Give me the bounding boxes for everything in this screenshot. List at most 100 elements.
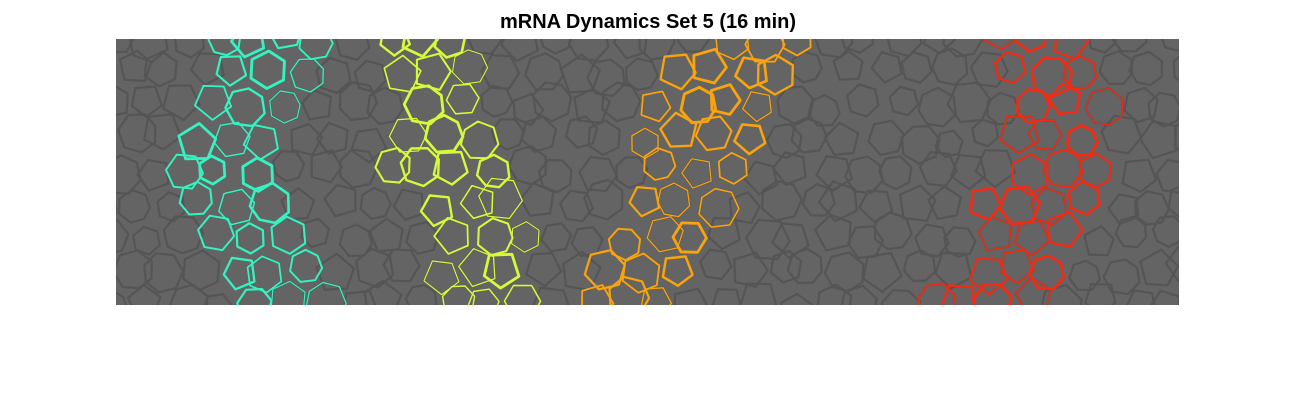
cell-membrane: [861, 251, 903, 294]
cell-membrane: [343, 289, 377, 305]
stripe-4-cell-outline: [999, 116, 1040, 154]
cell-membrane: [986, 91, 1021, 126]
cell-membrane: [143, 50, 178, 88]
stripe-1-cell-outline: [270, 280, 306, 305]
stripe-2-cell-outline: [432, 150, 469, 186]
stripe-4-cell-outline: [1046, 210, 1084, 248]
cell-membrane: [174, 39, 206, 59]
cell-membrane: [918, 150, 958, 187]
cell-membrane: [1088, 39, 1117, 54]
cell-membrane: [392, 188, 425, 221]
cell-membrane: [300, 88, 332, 121]
tissue-image: [116, 39, 1179, 305]
stripe-2-cell-outline: [459, 184, 494, 220]
stripe-4-cell-outline: [1084, 87, 1124, 126]
cell-membrane: [816, 283, 853, 305]
cell-membrane: [182, 249, 221, 292]
cell-membrane: [1147, 91, 1179, 128]
cell-membrane: [776, 85, 815, 125]
stripe-1: [165, 39, 347, 305]
stripe-1-cell-outline: [270, 215, 307, 255]
stripe-1-cell-outline: [218, 188, 256, 226]
stripe-3-cell-outline: [734, 56, 768, 90]
cell-membrane: [126, 283, 162, 305]
stripe-1-cell-outline: [242, 123, 279, 161]
cell-membrane: [1083, 224, 1115, 257]
cell-membrane: [350, 127, 388, 164]
cell-membrane: [583, 178, 624, 221]
cell-membrane: [807, 93, 841, 127]
stripe-3-cell-outline: [643, 146, 677, 181]
stripe-1-cell-outline: [215, 55, 248, 87]
cell-membrane: [823, 121, 860, 156]
cell-membrane: [1114, 215, 1148, 249]
cell-membrane: [570, 226, 604, 258]
stripe-2-cell-outline: [399, 146, 440, 188]
cell-membrane: [368, 217, 404, 253]
cell-membrane: [880, 288, 922, 305]
stripe-4-cell-outline: [1016, 88, 1052, 124]
cell-membrane: [1155, 158, 1179, 195]
cell-membrane: [480, 84, 514, 118]
cell-membrane: [1040, 283, 1084, 305]
cell-membrane: [760, 179, 803, 222]
cell-membrane: [271, 149, 306, 183]
cell-membrane: [943, 226, 977, 258]
cell-membrane: [813, 213, 852, 252]
stripe-2-cell-outline: [467, 288, 500, 305]
cell-membrane: [878, 155, 913, 191]
cell-membrane: [786, 247, 823, 285]
stripe-4-cell-outline: [1030, 56, 1074, 99]
cell-membrane: [780, 292, 814, 305]
stripe-3-cell-outline: [659, 111, 698, 148]
cell-membrane: [564, 115, 599, 149]
cell-membrane: [480, 54, 521, 90]
stripe-4-cell-outline: [1047, 82, 1082, 116]
stripe-1-cell-outline: [224, 87, 266, 128]
cell-membrane: [1121, 158, 1158, 194]
stripe-4-cell-outline: [1031, 187, 1068, 226]
stripe-2-cell-outline: [445, 83, 480, 115]
tissue-image-svg: [116, 39, 1179, 305]
cell-membrane: [353, 59, 388, 94]
cell-membrane: [1139, 248, 1179, 287]
stripe-1-cell-outline: [236, 287, 273, 305]
cell-membrane: [913, 223, 950, 258]
cell-membrane: [315, 121, 349, 155]
cell-membrane: [711, 287, 742, 305]
stripe-3-cell-outline: [717, 151, 748, 185]
stripe-1-cell-outline: [298, 39, 334, 61]
cell-membrane: [791, 50, 823, 84]
cell-membrane: [136, 158, 170, 193]
cell-membrane: [116, 291, 127, 305]
cell-membrane: [1126, 289, 1156, 305]
cell-membrane: [1107, 193, 1140, 226]
cell-membrane: [116, 39, 135, 54]
stripe-3-cell-outline: [733, 123, 767, 156]
stripe-3-cell-outline: [657, 182, 691, 218]
cell-membrane: [900, 50, 933, 84]
stripe-1-cell-outline: [249, 49, 286, 90]
stripe-4-cell-outline: [977, 216, 1012, 252]
cell-membrane: [615, 156, 649, 190]
cell-membrane: [1151, 214, 1179, 249]
cell-membrane: [817, 180, 858, 223]
cell-membrane: [559, 53, 601, 94]
cell-membrane: [1164, 244, 1179, 282]
cell-membrane: [118, 49, 153, 83]
stripe-1-cell-outline: [178, 180, 213, 216]
cell-membrane: [363, 279, 403, 305]
cell-membrane: [1149, 289, 1179, 305]
cell-membrane: [1128, 50, 1164, 87]
cell-membrane: [739, 282, 778, 305]
cell-membrane: [467, 39, 504, 55]
cell-membrane: [857, 189, 894, 224]
cell-membrane: [310, 149, 344, 184]
cell-membrane: [130, 85, 164, 119]
stripe-4-cell-outline: [1053, 39, 1090, 61]
cell-membrane: [567, 39, 610, 62]
cell-membrane: [524, 251, 563, 288]
stripe-4-cell-outline: [1078, 152, 1112, 189]
cell-membrane: [771, 222, 810, 260]
stripe-2: [374, 39, 542, 305]
